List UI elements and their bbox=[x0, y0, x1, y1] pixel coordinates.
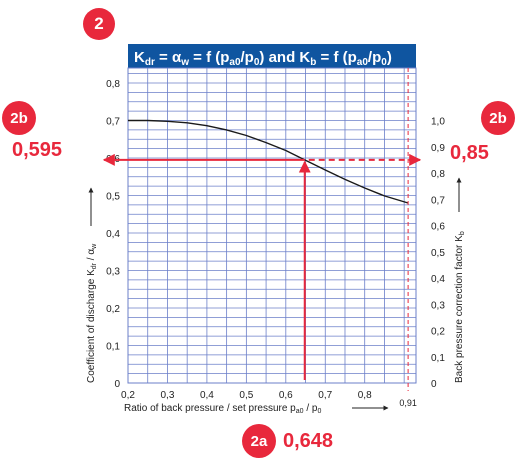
callout-right-value: 0,85 bbox=[450, 142, 489, 164]
callout-bottom-value: 0,648 bbox=[283, 430, 334, 452]
y-left-tick-label: 0,3 bbox=[106, 267, 120, 278]
grid-lines bbox=[127, 68, 416, 384]
x-tick-labels: 0,2 0,3 0,4 0,5 0,6 0,7 0,8 0,91 bbox=[121, 390, 417, 408]
y-right-tick-label: 0,4 bbox=[431, 274, 445, 285]
x-tick-label: 0,4 bbox=[200, 390, 214, 401]
callout-left-value: 0,595 bbox=[12, 139, 63, 161]
y-right-tick-label: 0,6 bbox=[431, 222, 445, 233]
y-right-tick-label: 0,1 bbox=[431, 353, 445, 364]
y-left-tick-label: 0,5 bbox=[106, 192, 120, 203]
y-left-tick-label: 0,1 bbox=[106, 342, 120, 353]
plot-frame bbox=[127, 67, 417, 384]
x-axis-label: Ratio of back pressure / set pressure pa… bbox=[124, 403, 321, 415]
x-tick-label: 0,8 bbox=[358, 390, 372, 401]
y-right-tick-label: 0,9 bbox=[431, 143, 445, 154]
y-left-axis-label: Coefficient of discharge Kdr / αw bbox=[86, 243, 98, 383]
chart-title: Kdr = αw = f (pa0/p0) and Kb = f (pa0/p0… bbox=[134, 49, 392, 68]
y-right-tick-label: 0,5 bbox=[431, 248, 445, 259]
badge-left: 2b bbox=[2, 101, 36, 135]
y-left-tick-label: 0,4 bbox=[106, 229, 120, 240]
badge-right: 2b bbox=[481, 101, 515, 135]
y-left-tick-label: 0,8 bbox=[106, 79, 120, 90]
y-right-tick-label: 0,3 bbox=[431, 300, 445, 311]
y-right-axis-label: Back pressure correction factor Kb bbox=[454, 231, 466, 383]
badge-main: 2 bbox=[83, 8, 115, 40]
y-right-tick-labels: 0 0,1 0,2 0,3 0,4 0,5 0,6 0,7 0,8 0,9 1,0 bbox=[431, 117, 445, 391]
y-right-tick-label: 0,8 bbox=[431, 169, 445, 180]
y-right-tick-label: 0 bbox=[431, 379, 437, 390]
chart-header-bar bbox=[128, 44, 416, 68]
x-tick-label: 0,5 bbox=[239, 390, 253, 401]
discharge-curve bbox=[128, 119, 409, 204]
y-right-tick-label: 0,2 bbox=[431, 327, 445, 338]
x-tick-label: 0,2 bbox=[121, 390, 135, 401]
y-left-tick-labels: 00,10,20,30,40,50,60,70,8 bbox=[106, 79, 120, 390]
badge-bottom: 2a bbox=[242, 424, 276, 458]
y-right-tick-label: 1,0 bbox=[431, 117, 445, 128]
y-left-tick-label: 0,2 bbox=[106, 304, 120, 315]
x-tick-label: 0,7 bbox=[318, 390, 332, 401]
y-right-tick-label: 0,7 bbox=[431, 195, 445, 206]
y-left-tick-label: 0 bbox=[114, 379, 120, 390]
x-tick-label: 0,3 bbox=[160, 390, 174, 401]
x-tick-label: 0,6 bbox=[279, 390, 293, 401]
x-extra-tick-label: 0,91 bbox=[399, 398, 417, 408]
y-left-tick-label: 0,7 bbox=[106, 117, 120, 128]
